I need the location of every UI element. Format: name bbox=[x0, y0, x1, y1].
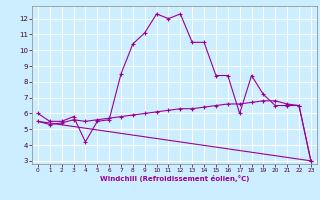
X-axis label: Windchill (Refroidissement éolien,°C): Windchill (Refroidissement éolien,°C) bbox=[100, 175, 249, 182]
